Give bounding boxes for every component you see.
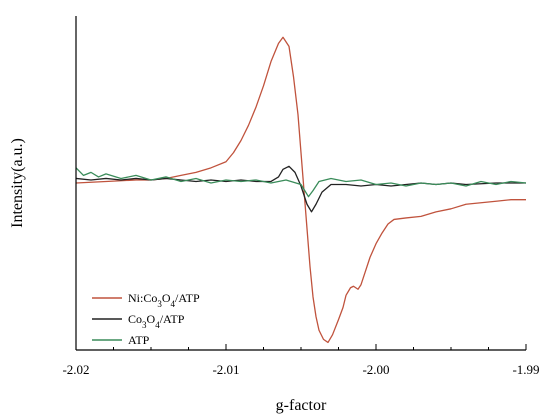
- legend-label-2: ATP: [128, 333, 150, 347]
- x-tick-label: -2.00: [362, 362, 389, 377]
- x-tick-label: -2.02: [62, 362, 89, 377]
- x-axis-title: g-factor: [276, 397, 327, 414]
- series-line-2: [75, 167, 527, 198]
- x-tick-label: -2.01: [212, 362, 239, 377]
- legend-label-1: Co3O4/ATP: [128, 312, 185, 330]
- x-axis-ticks: -2.02 -2.01 -2.00 -1.99: [62, 344, 540, 377]
- series-line-1: [75, 165, 526, 213]
- y-axis-title: Intensity(a.u.): [9, 138, 26, 228]
- series-group: [75, 36, 527, 344]
- legend: Ni:Co3O4/ATP Co3O4/ATP ATP: [92, 291, 200, 347]
- legend-label-0: Ni:Co3O4/ATP: [128, 291, 200, 309]
- x-tick-label: -1.99: [512, 362, 539, 377]
- series-line-0: [75, 36, 526, 344]
